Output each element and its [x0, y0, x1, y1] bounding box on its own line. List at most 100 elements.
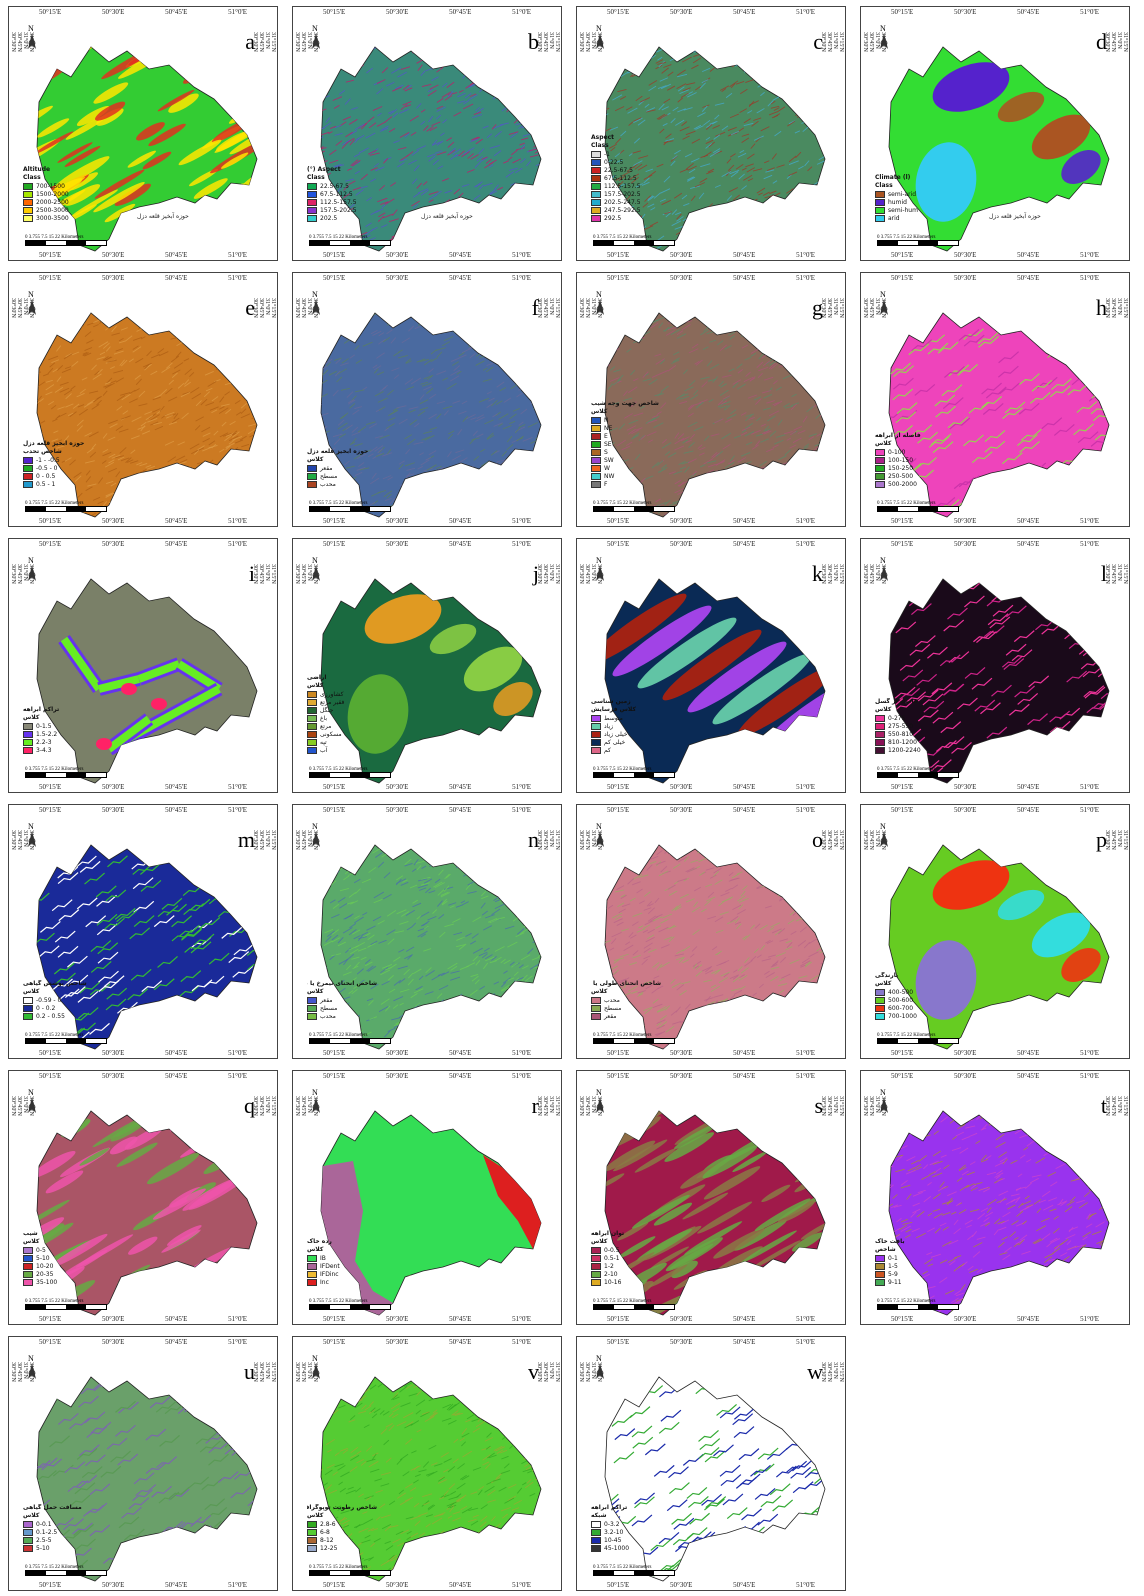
- legend-item: 0-22.5: [591, 158, 661, 166]
- lon-tick: 50°30'E: [954, 517, 977, 525]
- lat-tick: 31°0'N: [22, 1096, 28, 1113]
- lon-tick: 51°0'E: [796, 1049, 815, 1057]
- lat-tick: 30°30'N: [10, 32, 16, 52]
- lat-ticks-right: 31°15'N 31°0'N 30°45'N 30°30'N: [1104, 564, 1128, 767]
- lat-tick: 30°45'N: [584, 830, 590, 850]
- legend-swatch: [875, 722, 885, 730]
- lat-tick: 31°0'N: [590, 1096, 596, 1113]
- legend-label: 5-10: [36, 1254, 50, 1262]
- panel-letter: l: [1100, 561, 1107, 586]
- map-panel-f: 50°15'E 50°30'E 50°45'E 51°0'E 50°15'E 50°30'…: [292, 272, 562, 527]
- legend-subtitle: شاخص تحدب: [23, 448, 62, 455]
- lat-tick: 31°0'N: [22, 830, 28, 847]
- scale-label: 0 3.755 7.5 15 22 Kilometers: [877, 767, 936, 772]
- legend-swatch: [875, 1012, 885, 1020]
- scale-bar: [877, 506, 959, 512]
- lon-tick: 50°45'E: [165, 274, 188, 282]
- legend-swatch: [307, 722, 317, 730]
- north-arrow-icon: N: [596, 822, 604, 847]
- lon-tick: 50°45'E: [1017, 1072, 1040, 1080]
- map-panel-a: 50°15'E 50°30'E 50°45'E 51°0'E 50°15'E 50°30'…: [8, 6, 278, 261]
- map-legend: اراضی کلاس کشاورزی فقیر مرتع جنگل باغ مرتع مسکو…: [307, 674, 377, 754]
- panel-letter: s: [814, 1093, 823, 1118]
- map-pattern: [347, 594, 533, 754]
- lat-tick: 30°30'N: [536, 298, 542, 318]
- legend-label: 250-500: [888, 472, 914, 480]
- legend-label: 22.5-67.5: [604, 166, 633, 174]
- north-arrow-icon: N: [596, 556, 604, 581]
- lon-tick: 50°15'E: [607, 251, 630, 259]
- lon-tick: 50°45'E: [449, 783, 472, 791]
- lat-tick: 30°30'N: [10, 564, 16, 584]
- legend-label: فقیر مرتع: [320, 698, 345, 706]
- lat-ticks-right: 31°15'N 31°0'N 30°45'N 30°30'N: [536, 1096, 560, 1299]
- legend-item: 5-10: [23, 1544, 93, 1552]
- panel-letter: p: [1096, 827, 1107, 852]
- lat-tick: 31°15'N: [554, 830, 560, 850]
- svg-text:N: N: [28, 24, 34, 33]
- lon-tick: 50°30'E: [386, 251, 409, 259]
- lon-tick: 50°15'E: [607, 1581, 630, 1589]
- legend-item: NE: [591, 424, 661, 432]
- legend-swatch: [23, 1246, 33, 1254]
- north-arrow-icon: N: [880, 1088, 888, 1113]
- lon-tick: 50°45'E: [449, 540, 472, 548]
- lat-tick: 30°45'N: [542, 1096, 548, 1116]
- lon-ticks-bottom: 50°15'E 50°30'E 50°45'E 51°0'E: [39, 783, 247, 791]
- lat-tick: 30°30'N: [578, 1096, 584, 1116]
- lat-ticks-right: 31°15'N 31°0'N 30°45'N 30°30'N: [1104, 1096, 1128, 1299]
- lat-tick: 30°45'N: [542, 298, 548, 318]
- lat-tick: 31°0'N: [264, 1362, 270, 1379]
- legend-label: semi-arid: [888, 190, 917, 198]
- legend-item: 10-16: [591, 1278, 661, 1286]
- panel-letter: i: [248, 561, 255, 586]
- lat-tick: 30°30'N: [536, 1362, 542, 1382]
- legend-swatch: [591, 996, 601, 1004]
- lat-tick: 30°45'N: [16, 32, 22, 52]
- lon-tick: 50°30'E: [954, 1049, 977, 1057]
- legend-subtitle: Class: [307, 174, 325, 181]
- lon-tick: 50°30'E: [386, 1338, 409, 1346]
- basin-map: [888, 312, 1110, 518]
- scale-bar: [593, 1304, 675, 1310]
- legend-label: 2.5-5: [36, 1536, 52, 1544]
- map-pattern: [915, 860, 1101, 1020]
- legend-swatch: [875, 746, 885, 754]
- legend-label: مسکونی: [320, 730, 342, 738]
- lon-tick: 51°0'E: [228, 1581, 247, 1589]
- lat-tick: 30°45'N: [868, 1096, 874, 1116]
- map-panel-v: 50°15'E 50°30'E 50°45'E 51°0'E 50°15'E 50°30'…: [292, 1336, 562, 1591]
- legend-swatch: [307, 1270, 317, 1278]
- lat-tick: 30°30'N: [252, 1096, 258, 1116]
- lat-tick: 30°45'N: [258, 564, 264, 584]
- lon-ticks-bottom: 50°15'E 50°30'E 50°45'E 51°0'E: [891, 517, 1099, 525]
- lon-ticks-top: 50°15'E 50°30'E 50°45'E 51°0'E: [323, 806, 531, 814]
- lon-tick: 51°0'E: [228, 8, 247, 16]
- lat-ticks-right: 31°15'N 31°0'N 30°45'N 30°30'N: [536, 564, 560, 767]
- legend-label: 3-4.3: [36, 746, 52, 754]
- legend-label: 202.5: [320, 214, 338, 222]
- legend-item: 0-3.2: [591, 1520, 661, 1528]
- legend-item: 2000-2500: [23, 198, 93, 206]
- lon-tick: 50°30'E: [954, 8, 977, 16]
- legend-item: 5-10: [23, 1254, 93, 1262]
- lon-tick: 51°0'E: [796, 274, 815, 282]
- lat-tick: 31°0'N: [264, 830, 270, 847]
- legend-title: شاخص انحنای نیمرخ یا عرضی: [307, 980, 377, 987]
- legend-label: Inc: [320, 1278, 329, 1286]
- lon-tick: 51°0'E: [228, 251, 247, 259]
- scale-bar: [309, 506, 391, 512]
- legend-item: 700-1500: [23, 182, 93, 190]
- legend-label: 1.5-2.2: [36, 730, 58, 738]
- legend-item: semi-arid: [875, 190, 945, 198]
- lon-tick: 50°30'E: [670, 251, 693, 259]
- lon-tick: 50°30'E: [670, 1338, 693, 1346]
- lat-tick: 31°0'N: [832, 564, 838, 581]
- legend-swatch: [23, 1270, 33, 1278]
- lon-tick: 51°0'E: [796, 1338, 815, 1346]
- legend-swatch: [307, 464, 317, 472]
- legend-swatch: [307, 706, 317, 714]
- legend-title: بافت خاک: [875, 1238, 905, 1245]
- legend-item: N: [591, 416, 661, 424]
- lat-tick: 30°45'N: [584, 1362, 590, 1382]
